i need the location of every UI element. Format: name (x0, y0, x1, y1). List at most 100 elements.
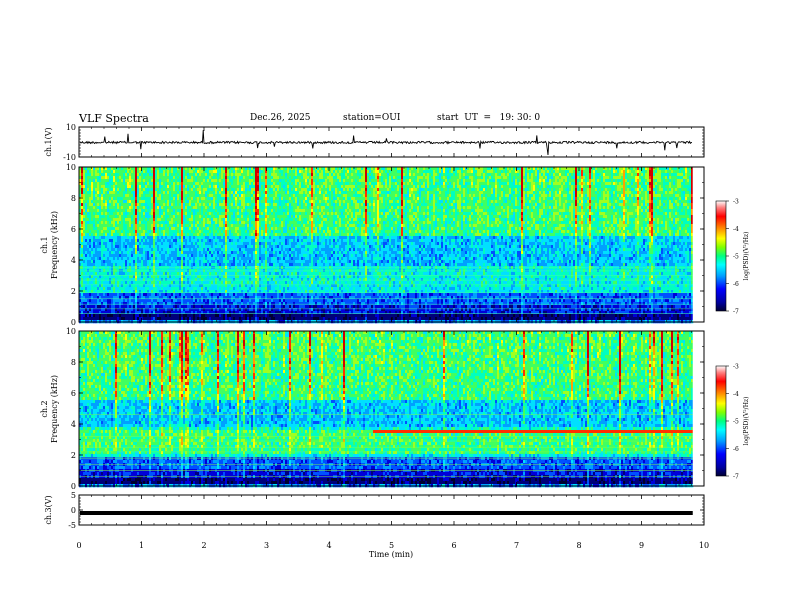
spectrogram-cell (79, 194, 82, 198)
spectrogram-cell (563, 203, 566, 207)
spectrogram-cell (687, 188, 690, 192)
spectrogram-cell (117, 167, 120, 171)
spectrogram-cell (531, 212, 534, 216)
spectrogram-cell (249, 170, 252, 174)
spectrogram-cell (527, 167, 530, 171)
spectrogram-cell (367, 206, 370, 210)
spectrogram-cell (139, 176, 142, 180)
spectrogram-cell (531, 194, 534, 198)
spectrogram-cell (283, 188, 286, 192)
spectrogram-cell (685, 188, 688, 192)
spectrogram-cell (335, 170, 338, 174)
spectrogram-cell (121, 206, 124, 210)
spectrogram-cell (501, 203, 504, 207)
spectrogram-cell (607, 194, 610, 198)
spectrogram-cell (441, 182, 444, 186)
spectrogram-cell (367, 176, 370, 180)
spectrogram-cell (629, 203, 632, 207)
spectrogram-cell (217, 191, 220, 195)
spectrogram-cell (377, 197, 380, 201)
spectrogram-cell (113, 197, 116, 201)
spectrogram-cell (81, 194, 84, 198)
spectrogram-cell (517, 200, 520, 204)
spectrogram-cell (255, 203, 258, 207)
spectrogram-cell (169, 185, 172, 189)
spectrogram-cell (573, 212, 576, 216)
spectrogram-cell (565, 179, 568, 183)
spectrogram-cell (563, 170, 566, 174)
spectrogram-cell (209, 176, 212, 180)
spectrogram-cell (175, 173, 178, 177)
spectrogram-cell (175, 185, 178, 189)
spectrogram-cell (577, 179, 580, 183)
spectrogram-cell (201, 170, 204, 174)
spectrogram-cell (453, 197, 456, 201)
spectrogram-cell (549, 170, 552, 174)
spectrogram-cell (93, 167, 96, 171)
spectrogram-cell (619, 191, 622, 195)
spectrogram-cell (617, 203, 620, 207)
spectrogram-cell (251, 179, 254, 183)
spectrogram-cell (245, 203, 248, 207)
spectrogram-cell (359, 167, 362, 171)
spectrogram-cell (109, 170, 112, 174)
spectrogram-cell (691, 191, 694, 195)
spectrogram-cell (581, 206, 584, 210)
spectrogram-cell (497, 197, 500, 201)
spectrogram-cell (583, 167, 586, 171)
spectrogram-cell (471, 206, 474, 210)
spectrogram-cell (419, 188, 422, 192)
spectrogram-cell (457, 212, 460, 216)
spectrogram-cell (245, 206, 248, 210)
spectrogram-cell (369, 188, 372, 192)
spectrogram-cell (289, 209, 292, 213)
spectrogram-cell (361, 188, 364, 192)
spectrogram-cell (589, 167, 592, 171)
spectrogram-cell (149, 170, 152, 174)
spectrogram-cell (589, 188, 592, 192)
spectrogram-cell (417, 212, 420, 216)
spectrogram-cell (147, 170, 150, 174)
spectrogram-cell (645, 170, 648, 174)
spectrogram-cell (489, 179, 492, 183)
spectrogram-cell (587, 176, 590, 180)
spectrogram-cell (537, 173, 540, 177)
spectrogram-cell (523, 170, 526, 174)
spectrogram-cell (199, 173, 202, 177)
spectrogram-cell (613, 185, 616, 189)
spectrogram-cell (597, 179, 600, 183)
spectrogram-cell (247, 176, 250, 180)
spectrogram-cell (173, 167, 176, 171)
spectrogram-cell (119, 176, 122, 180)
spectrogram-cell (407, 185, 410, 189)
spectrogram-cell (477, 179, 480, 183)
spectrogram-cell (243, 176, 246, 180)
spectrogram-cell (503, 206, 506, 210)
spectrogram-cell (531, 185, 534, 189)
spectrogram-cell (503, 203, 506, 207)
spectrogram-cell (323, 170, 326, 174)
spectrogram-cell (305, 185, 308, 189)
spectrogram-cell (669, 170, 672, 174)
spectrogram-cell (491, 200, 494, 204)
spectrogram-cell (633, 185, 636, 189)
spectrogram-cell (371, 200, 374, 204)
spectrogram-cell (493, 212, 496, 216)
spectrogram-cell (289, 185, 292, 189)
spectrogram-cell (543, 200, 546, 204)
spectrogram-cell (347, 206, 350, 210)
spectrogram-cell (441, 197, 444, 201)
spectrogram-cell (257, 203, 260, 207)
spectrogram-cell (147, 212, 150, 216)
spectrogram-cell (503, 173, 506, 177)
spectrogram-cell (179, 170, 182, 174)
spectrogram-cell (483, 203, 486, 207)
spectrogram-cell (261, 176, 264, 180)
spectrogram-cell (187, 194, 190, 198)
spectrogram-cell (211, 182, 214, 186)
spectrogram-cell (403, 203, 406, 207)
spectrogram-cell (585, 185, 588, 189)
spectrogram-cell (401, 200, 404, 204)
spectrogram-cell (317, 197, 320, 201)
spectrogram-cell (443, 203, 446, 207)
